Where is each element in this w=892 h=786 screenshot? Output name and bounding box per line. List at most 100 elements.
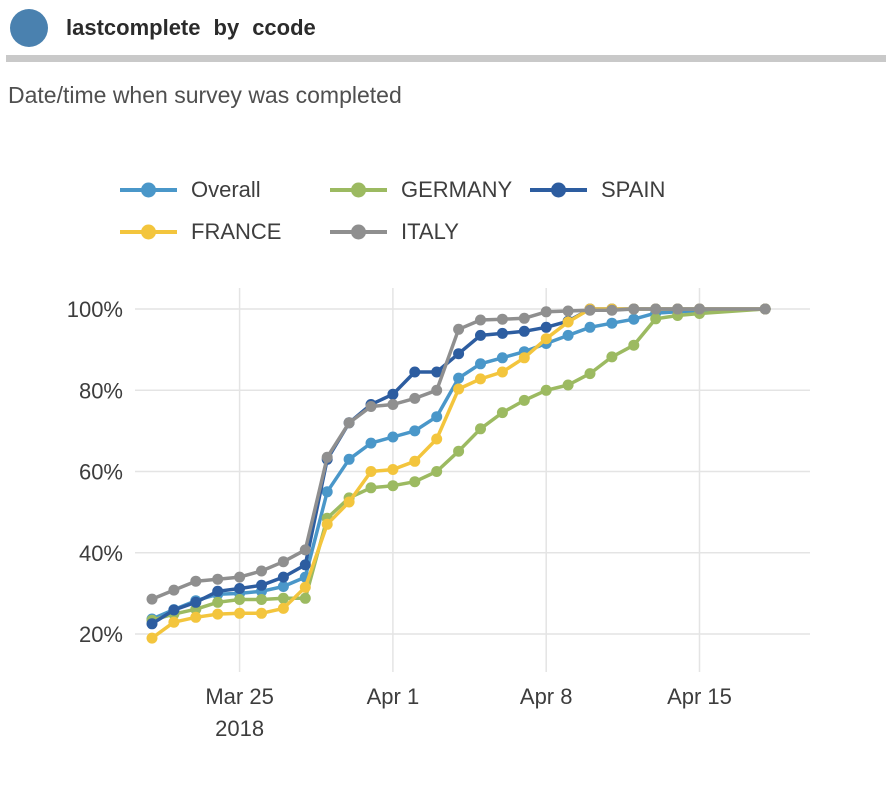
data-point[interactable]: [365, 437, 377, 449]
legend-item-italy[interactable]: ITALY: [330, 219, 530, 245]
data-point[interactable]: [540, 306, 552, 318]
data-point[interactable]: [475, 373, 486, 385]
data-point[interactable]: [540, 333, 552, 345]
data-point[interactable]: [343, 417, 355, 429]
data-point[interactable]: [190, 611, 202, 623]
data-point[interactable]: [343, 453, 355, 465]
data-point[interactable]: [277, 556, 289, 568]
data-point[interactable]: [409, 455, 421, 467]
data-point[interactable]: [168, 584, 180, 596]
data-point[interactable]: [475, 314, 486, 326]
data-point[interactable]: [672, 303, 684, 315]
data-point[interactable]: [562, 316, 574, 328]
data-point[interactable]: [365, 401, 377, 412]
data-point[interactable]: [277, 581, 289, 592]
data-point[interactable]: [431, 433, 443, 445]
legend-item-germany[interactable]: GERMANY: [330, 177, 530, 203]
data-point[interactable]: [365, 482, 377, 494]
data-point[interactable]: [518, 394, 530, 406]
data-point[interactable]: [475, 329, 486, 341]
data-point[interactable]: [496, 313, 508, 325]
data-point[interactable]: [606, 351, 618, 363]
data-point[interactable]: [453, 323, 465, 335]
legend-item-overall[interactable]: Overall: [120, 177, 330, 203]
data-point[interactable]: [496, 366, 508, 378]
data-point[interactable]: [387, 480, 399, 492]
data-point[interactable]: [431, 411, 443, 423]
data-point[interactable]: [518, 325, 530, 337]
data-point[interactable]: [409, 366, 421, 378]
data-point[interactable]: [562, 305, 574, 317]
data-point[interactable]: [277, 571, 289, 583]
data-point[interactable]: [475, 423, 486, 435]
data-point[interactable]: [365, 466, 377, 477]
data-point[interactable]: [190, 596, 202, 608]
data-point[interactable]: [387, 431, 399, 443]
data-point[interactable]: [453, 445, 465, 457]
data-point[interactable]: [540, 321, 552, 333]
data-point[interactable]: [496, 407, 508, 419]
data-point[interactable]: [628, 339, 640, 351]
data-point[interactable]: [234, 583, 246, 594]
data-point[interactable]: [475, 358, 486, 370]
data-point[interactable]: [409, 425, 421, 437]
data-point[interactable]: [496, 327, 508, 339]
data-point[interactable]: [256, 607, 267, 619]
data-point[interactable]: [299, 544, 311, 556]
data-point[interactable]: [628, 303, 640, 315]
data-point[interactable]: [759, 303, 771, 315]
data-point[interactable]: [190, 575, 202, 587]
data-point[interactable]: [431, 384, 443, 396]
data-point[interactable]: [628, 313, 640, 325]
data-point[interactable]: [562, 379, 574, 391]
data-point[interactable]: [146, 593, 158, 605]
data-point[interactable]: [650, 313, 662, 325]
data-point[interactable]: [146, 618, 158, 630]
data-point[interactable]: [256, 594, 267, 605]
data-point[interactable]: [540, 384, 552, 396]
data-point[interactable]: [409, 392, 421, 404]
data-point[interactable]: [321, 486, 333, 498]
data-point[interactable]: [234, 594, 246, 605]
line-chart[interactable]: 20% 40% 60% 80% 100% Mar 25 2018 Apr 1 Apr 8 Apr …: [0, 253, 892, 773]
data-point[interactable]: [518, 312, 530, 324]
data-point[interactable]: [212, 608, 224, 620]
data-point[interactable]: [256, 565, 267, 577]
data-point[interactable]: [387, 464, 399, 475]
data-point[interactable]: [694, 303, 705, 315]
data-point[interactable]: [584, 321, 596, 333]
data-point[interactable]: [431, 366, 443, 378]
data-point[interactable]: [168, 616, 180, 628]
data-point[interactable]: [518, 352, 530, 364]
data-point[interactable]: [212, 585, 224, 597]
data-point[interactable]: [234, 607, 246, 619]
data-point[interactable]: [453, 383, 465, 395]
data-point[interactable]: [453, 372, 465, 384]
data-point[interactable]: [299, 581, 311, 593]
data-point[interactable]: [212, 596, 224, 608]
data-point[interactable]: [387, 388, 399, 400]
data-point[interactable]: [431, 466, 443, 477]
data-point[interactable]: [496, 352, 508, 364]
data-point[interactable]: [409, 476, 421, 488]
data-point[interactable]: [584, 304, 596, 316]
data-point[interactable]: [387, 399, 399, 410]
data-point[interactable]: [277, 602, 289, 614]
data-point[interactable]: [562, 329, 574, 341]
data-point[interactable]: [321, 451, 333, 463]
data-point[interactable]: [299, 559, 311, 571]
legend-item-france[interactable]: FRANCE: [120, 219, 330, 245]
data-point[interactable]: [299, 592, 311, 604]
data-point[interactable]: [168, 604, 180, 616]
data-point[interactable]: [234, 571, 246, 583]
data-point[interactable]: [212, 573, 224, 585]
data-point[interactable]: [321, 518, 333, 530]
data-point[interactable]: [584, 368, 596, 380]
data-point[interactable]: [606, 304, 618, 316]
legend-item-spain[interactable]: SPAIN: [530, 177, 892, 203]
data-point[interactable]: [453, 348, 465, 360]
data-point[interactable]: [650, 303, 662, 315]
data-point[interactable]: [256, 579, 267, 591]
data-point[interactable]: [343, 496, 355, 508]
data-point[interactable]: [277, 592, 289, 604]
